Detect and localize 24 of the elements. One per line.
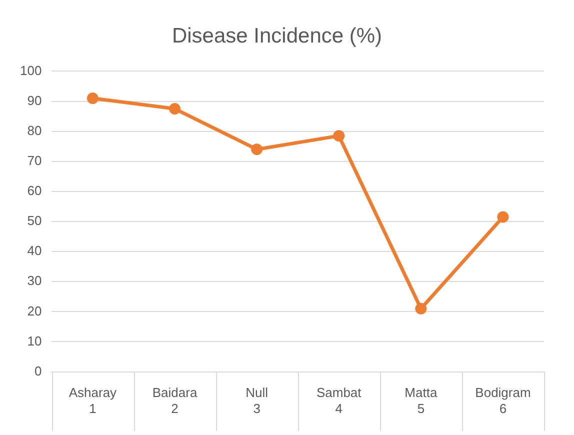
y-tick-label: 0 (34, 363, 42, 378)
point (169, 103, 181, 115)
x-tick-label: Baidara 2 (152, 385, 198, 416)
y-tick-label: 10 (27, 333, 42, 348)
point (415, 302, 427, 314)
point (333, 130, 345, 142)
y-tick-label: 90 (27, 92, 42, 108)
x-tick-label: Sambat 4 (316, 385, 362, 416)
x-tick-label: Matta 5 (404, 385, 438, 416)
point (497, 211, 509, 223)
y-tick-label: 80 (27, 122, 42, 138)
y-tick-label: 50 (27, 213, 42, 228)
y-tick-label: 60 (27, 183, 42, 198)
y-tick-label: 20 (27, 303, 42, 318)
x-tick-label: Bodigram 6 (475, 385, 531, 416)
x-tick-label: Asharay 1 (68, 385, 118, 416)
y-tick-label: 100 (20, 62, 42, 78)
y-tick-label: 30 (27, 273, 42, 288)
point (251, 144, 263, 156)
point (86, 92, 98, 104)
y-tick-label: 40 (27, 243, 42, 258)
y-tick-label: 70 (27, 152, 42, 168)
x-tick-label: Null 3 (246, 385, 268, 416)
chart-title: Disease Incidence (%) (172, 24, 382, 48)
